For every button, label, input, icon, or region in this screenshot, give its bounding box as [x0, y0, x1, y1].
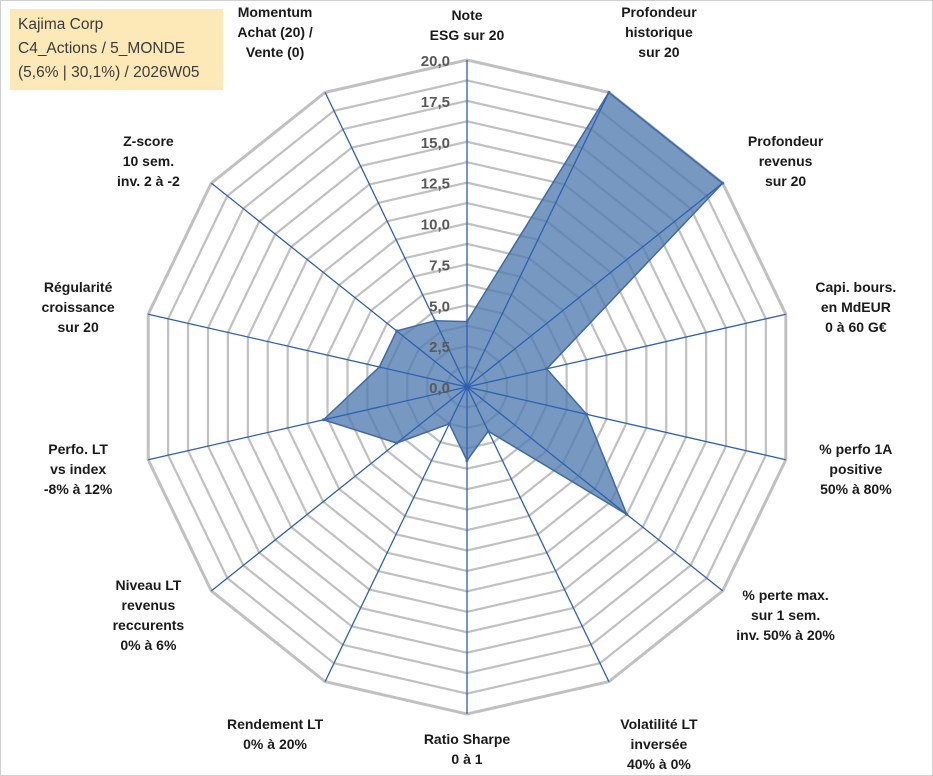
tick-label: 15,0 — [421, 135, 450, 152]
tick-label: 5,0 — [429, 298, 450, 315]
axis-spoke — [466, 92, 610, 388]
tick-label: 12,5 — [421, 176, 450, 193]
axis-label-line: Note — [451, 7, 482, 23]
data-point — [465, 459, 469, 463]
axis-label-line: sur 20 — [765, 173, 806, 189]
axis-label-line: Z-score — [123, 133, 174, 149]
axis-label-line: 0% à 20% — [243, 736, 307, 752]
axis-spoke — [466, 386, 786, 461]
axis-label-line: Rendement LT — [227, 716, 324, 732]
axis-label-line: vs index — [50, 461, 106, 477]
data-point — [465, 320, 469, 324]
axis-spoke — [210, 386, 468, 592]
axis-spoke — [210, 182, 468, 388]
axis-label: Perfo. LT vs index -8% à 12% — [44, 441, 113, 497]
axis-label: % perte max. sur 1 sem. inv. 50% à 20% — [736, 587, 835, 643]
data-point — [447, 422, 451, 426]
axis-label-line: sur 20 — [58, 319, 99, 335]
data-point — [433, 319, 437, 323]
axis-label-line: positive — [829, 461, 882, 477]
axis-spoke — [324, 92, 468, 388]
data-point — [395, 329, 399, 333]
axis-label-line: Achat (20) / — [237, 24, 313, 40]
info-box: Kajima Corp C4_Actions / 5_MONDE (5,6% |… — [10, 9, 223, 90]
data-point — [395, 441, 399, 445]
axis-label: Profondeur revenus sur 20 — [748, 133, 824, 189]
data-point — [607, 90, 611, 94]
axis-label-line: sur 1 sem. — [751, 607, 820, 623]
data-point — [585, 412, 589, 416]
stats-label: (5,6% | 30,1%) / 2026W05 — [18, 64, 200, 81]
axis-label-line: Ratio Sharpe — [424, 731, 511, 747]
tick-label: 10,0 — [421, 217, 450, 234]
axis-spoke — [148, 386, 468, 461]
axis-label-line: historique — [625, 24, 693, 40]
axis-spoke — [466, 386, 610, 682]
axis-spoke — [148, 313, 468, 388]
data-point — [377, 365, 381, 369]
tick-label: 7,5 — [429, 257, 450, 274]
axis-spoke — [466, 182, 724, 388]
data-point — [721, 181, 725, 185]
axis-spoke — [324, 386, 468, 682]
axis-label-line: croissance — [42, 299, 115, 315]
axis-label-line: 0 à 1 — [451, 751, 482, 767]
axis-label: Rendement LT 0% à 20% — [227, 716, 324, 752]
data-point — [625, 512, 629, 516]
axis-label: Z-score 10 sem. inv. 2 à -2 — [117, 133, 180, 189]
axis-label-line: % perte max. — [742, 587, 828, 603]
axis-label-line: Volatilité LT — [620, 716, 698, 732]
axis-label-line: en MdEUR — [821, 299, 891, 315]
axis-label: Ratio Sharpe 0 à 1 — [424, 731, 511, 767]
axis-label-line: sur 20 — [638, 44, 679, 60]
axis-label: Profondeur historique sur 20 — [621, 4, 697, 60]
axis-label-line: % perfo 1A — [819, 441, 892, 457]
axis-label: Niveau LT revenus reccurents 0% à 6% — [113, 577, 185, 653]
axis-label-line: Perfo. LT — [48, 441, 108, 457]
tick-label: 2,5 — [429, 339, 450, 356]
axis-spoke — [466, 386, 724, 592]
axis-label: Capi. bours. en MdEUR 0 à 60 G€ — [815, 279, 896, 335]
axis-label-line: Profondeur — [621, 4, 697, 20]
axis-label: Volatilité LT inversée 40% à 0% — [620, 716, 698, 772]
tick-label: 20,0 — [421, 53, 450, 70]
axis-label-line: reccurents — [113, 617, 185, 633]
axis-label-line: 10 sem. — [123, 153, 174, 169]
axis-label-line: Vente (0) — [246, 44, 304, 60]
axis-label-line: Profondeur — [748, 133, 824, 149]
data-point — [486, 429, 490, 433]
axis-label-line: 40% à 0% — [627, 756, 691, 772]
axis-label-line: inv. 50% à 20% — [736, 627, 835, 643]
portfolio-label: C4_Actions / 5_MONDE — [18, 40, 186, 57]
axis-label-line: Momentum — [238, 4, 313, 20]
axis-label: Note ESG sur 20 — [430, 7, 505, 43]
axis-label-line: 50% à 80% — [820, 481, 892, 497]
tick-label: 17,5 — [421, 94, 450, 111]
axis-label-line: Niveau LT — [115, 577, 181, 593]
axis-label-line: Capi. bours. — [815, 279, 896, 295]
company-name: Kajima Corp — [18, 16, 104, 33]
axis-label-line: -8% à 12% — [44, 481, 113, 497]
axis-label: Régularité croissance sur 20 — [42, 279, 115, 335]
data-point — [545, 367, 549, 371]
axis-label: % perfo 1A positive 50% à 80% — [819, 441, 892, 497]
axis-label-line: inversée — [631, 736, 688, 752]
axis-label-line: revenus — [122, 597, 176, 613]
axis-label-line: revenus — [759, 153, 813, 169]
axis-label-line: inv. 2 à -2 — [117, 173, 180, 189]
axis-spoke — [466, 313, 786, 388]
series-area — [322, 91, 724, 517]
tick-label: 0,0 — [429, 380, 450, 397]
axis-label-line: 0% à 6% — [120, 637, 177, 653]
axis-label-line: Régularité — [44, 279, 113, 295]
axis-label: Momentum Achat (20) / Vente (0) — [237, 4, 313, 60]
axis-label-line: 0 à 60 G€ — [825, 319, 887, 335]
axis-label-line: ESG sur 20 — [430, 27, 505, 43]
data-point — [322, 418, 326, 422]
